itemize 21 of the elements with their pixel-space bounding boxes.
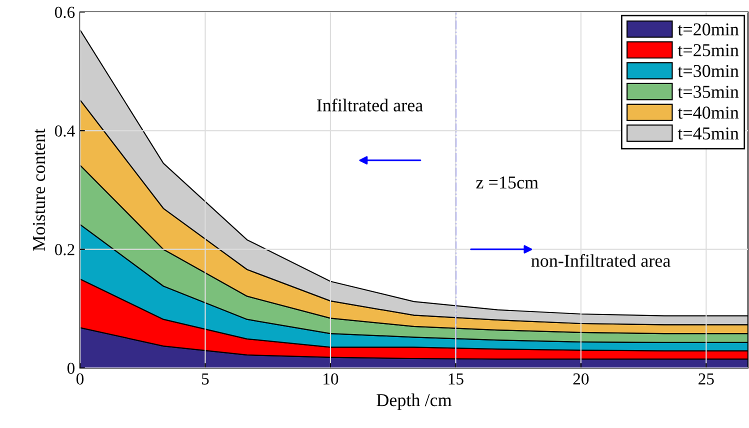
legend-label: t=30min — [678, 64, 739, 78]
x-tick-label: 15 — [448, 373, 464, 385]
x-axis-title: Depth /cm — [376, 394, 452, 410]
x-tick-label: 10 — [324, 373, 338, 385]
annotation: non-Infiltrated area — [531, 254, 670, 267]
x-tick-label: 5 — [202, 374, 209, 385]
y-tick-label: 0 — [67, 362, 75, 374]
y-tick-label: 0.2 — [54, 244, 74, 256]
legend-label: t=45min — [678, 127, 739, 140]
legend-label: t=20min — [678, 23, 739, 36]
legend-label: t=25min — [678, 44, 739, 56]
annotation: Infiltrated area — [317, 98, 423, 112]
x-tick-label: 0 — [76, 373, 84, 385]
legend-label: t=35min — [678, 86, 739, 98]
x-tick-label: 20 — [573, 373, 589, 385]
y-axis-title: Moisture content — [32, 128, 46, 251]
ref-line-label: z =15cm — [476, 176, 538, 189]
legend-label: t=40min — [678, 106, 739, 119]
y-tick-label: 0.6 — [54, 6, 75, 18]
y-tick-label: 0.4 — [54, 125, 75, 137]
x-tick-label: 25 — [698, 373, 714, 385]
